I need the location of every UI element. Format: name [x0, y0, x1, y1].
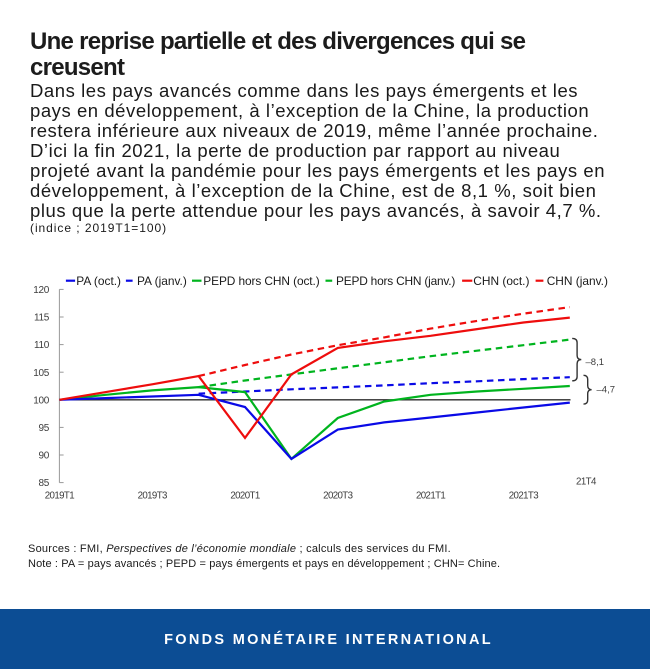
- svg-text:90: 90: [38, 451, 49, 462]
- svg-text:2020T1: 2020T1: [230, 491, 259, 502]
- svg-text:–8,1: –8,1: [586, 357, 605, 368]
- svg-text:115: 115: [34, 313, 50, 324]
- svg-text:95: 95: [38, 423, 49, 434]
- svg-text:PEPD hors CHN (janv.): PEPD hors CHN (janv.): [336, 274, 455, 288]
- svg-text:PA (oct.): PA (oct.): [76, 274, 121, 288]
- svg-text:120: 120: [33, 285, 50, 296]
- svg-text:2019T3: 2019T3: [138, 491, 167, 502]
- svg-text:21T4: 21T4: [576, 476, 597, 487]
- svg-text:100: 100: [33, 395, 50, 406]
- svg-text:2021T1: 2021T1: [416, 491, 445, 502]
- svg-text:CHN (janv.): CHN (janv.): [547, 274, 608, 288]
- svg-text:110: 110: [34, 340, 50, 351]
- svg-text:CHN (oct.): CHN (oct.): [473, 274, 529, 288]
- svg-text:2021T3: 2021T3: [509, 491, 538, 502]
- svg-text:2019T1: 2019T1: [45, 491, 74, 502]
- svg-text:85: 85: [38, 478, 49, 489]
- svg-text:PA (janv.): PA (janv.): [137, 274, 187, 288]
- svg-text:–4,7: –4,7: [597, 385, 616, 396]
- svg-text:105: 105: [33, 368, 50, 379]
- svg-text:PEPD hors CHN (oct.): PEPD hors CHN (oct.): [203, 274, 319, 288]
- svg-text:2020T3: 2020T3: [323, 491, 352, 502]
